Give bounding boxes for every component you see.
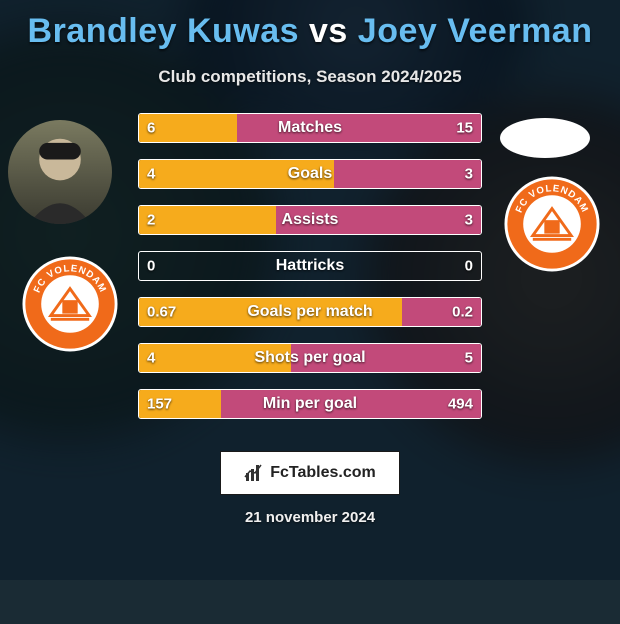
- bar-left-value: 4: [147, 350, 155, 367]
- title-player1: Brandley Kuwas: [28, 12, 300, 50]
- bar-left-fill: [139, 206, 276, 234]
- bar-row: 615Matches: [138, 113, 482, 143]
- page-title: Brandley Kuwas vs Joey Veerman: [0, 12, 620, 51]
- bar-left-fill: [139, 298, 402, 326]
- bar-left-value: 4: [147, 166, 155, 183]
- bar-right-value: 0.2: [452, 304, 473, 321]
- bar-right-fill: [276, 206, 481, 234]
- bar-left-value: 2: [147, 212, 155, 229]
- bar-right-value: 3: [465, 166, 473, 183]
- site-label: FcTables.com: [270, 464, 376, 482]
- site-badge[interactable]: FcTables.com: [220, 451, 400, 495]
- title-vs: vs: [309, 12, 348, 50]
- bar-right-value: 494: [448, 396, 473, 413]
- bar-row: 0.670.2Goals per match: [138, 297, 482, 327]
- bar-rows-container: 615Matches43Goals23Assists00Hattricks0.6…: [138, 113, 482, 435]
- bar-left-value: 0.67: [147, 304, 176, 321]
- footer-date: 21 november 2024: [0, 509, 620, 526]
- bar-row: 45Shots per goal: [138, 343, 482, 373]
- bar-row: 157494Min per goal: [138, 389, 482, 419]
- comparison-chart: 615Matches43Goals23Assists00Hattricks0.6…: [0, 113, 620, 443]
- bar-row: 0 0Hattricks: [138, 251, 482, 281]
- chart-icon: [244, 463, 264, 483]
- bar-left-value: 6: [147, 120, 155, 137]
- bar-right-value: 5: [465, 350, 473, 367]
- bar-right-value: 0: [465, 258, 473, 275]
- bar-label: Hattricks: [139, 252, 481, 280]
- bar-right-fill: [291, 344, 481, 372]
- bar-row: 43Goals: [138, 159, 482, 189]
- bar-left-value: 157: [147, 396, 172, 413]
- bar-right-value: 15: [456, 120, 473, 137]
- title-player2: Joey Veerman: [358, 12, 593, 50]
- bar-right-value: 3: [465, 212, 473, 229]
- bar-left-value: 0: [147, 258, 155, 275]
- bar-left-fill: [139, 160, 334, 188]
- content-root: Brandley Kuwas vs Joey Veerman Club comp…: [0, 0, 620, 580]
- bar-left-fill: [139, 344, 291, 372]
- bar-right-fill: [237, 114, 481, 142]
- bar-right-fill: [334, 160, 481, 188]
- bar-right-fill: [221, 390, 481, 418]
- subtitle: Club competitions, Season 2024/2025: [0, 67, 620, 87]
- bar-row: 23Assists: [138, 205, 482, 235]
